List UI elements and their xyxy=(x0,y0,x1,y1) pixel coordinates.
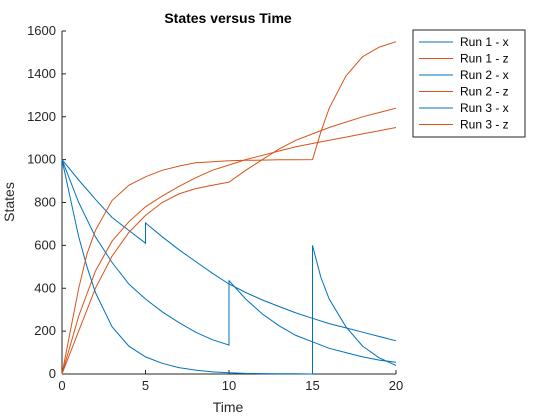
legend-entry-label: Run 1 - x xyxy=(460,35,509,49)
y-tick-label: 200 xyxy=(34,323,56,338)
y-axis-label: States xyxy=(1,182,17,222)
series-line-run-2-z xyxy=(61,107,397,375)
legend-entry-label: Run 2 - x xyxy=(460,68,509,82)
series-line-run-1-z xyxy=(61,127,397,375)
x-tick-label: 0 xyxy=(58,378,65,393)
series-line-run-3-x xyxy=(61,159,397,375)
series-line-run-2-x xyxy=(61,159,397,363)
x-axis-label: Time xyxy=(213,399,244,415)
y-tick-label: 1200 xyxy=(27,109,56,124)
legend-entry-label: Run 2 - z xyxy=(460,85,509,99)
y-tick-label: 600 xyxy=(34,237,56,252)
legend-entry-label: Run 3 - z xyxy=(460,118,509,132)
x-tick-label: 20 xyxy=(389,378,403,393)
legend-entry-label: Run 3 - x xyxy=(460,101,509,115)
x-tick-label: 15 xyxy=(305,378,319,393)
legend[interactable]: Run 1 - x Run 1 - z Run 2 - x Run 2 - z Run … xyxy=(412,29,526,138)
series-line-run-3-z xyxy=(61,41,397,375)
y-tick-label: 1600 xyxy=(27,23,56,38)
x-tick-label: 5 xyxy=(142,378,149,393)
legend-box xyxy=(412,29,526,138)
chart-title: States versus Time xyxy=(164,10,292,26)
y-tick-label: 400 xyxy=(34,280,56,295)
y-tick-label: 0 xyxy=(49,366,56,381)
x-tick-label: 10 xyxy=(222,378,236,393)
series-line-run-1-x xyxy=(61,159,397,342)
y-tick-label: 1400 xyxy=(27,66,56,81)
y-tick-label: 1000 xyxy=(27,152,56,167)
legend-entry-label: Run 1 - z xyxy=(460,52,509,66)
y-tick-label: 800 xyxy=(34,195,56,210)
